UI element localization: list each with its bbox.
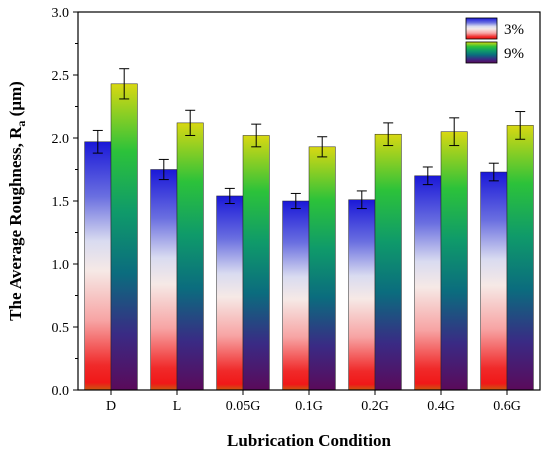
legend: 3% 9% xyxy=(465,17,524,64)
legend-swatch-9 xyxy=(465,41,498,64)
bar-9-L xyxy=(176,122,204,391)
x-tick-label: L xyxy=(173,399,182,414)
legend-swatch-3 xyxy=(465,17,498,40)
bar-3-0.4G xyxy=(414,175,442,391)
y-tick-label: 2.0 xyxy=(52,132,70,147)
y-tick-label: 2.5 xyxy=(52,69,70,84)
bar-3-L xyxy=(150,169,178,391)
bar-9-0.6G xyxy=(506,125,534,391)
bar-3-0.6G xyxy=(480,171,508,391)
x-tick-label: 0.05G xyxy=(226,399,261,414)
x-axis: D L 0.05G 0.1G 0.2G 0.4G 0.6G xyxy=(106,390,521,414)
x-tick-label: D xyxy=(106,399,116,414)
y-axis-title: The Average Roughness, Ra (μm) xyxy=(6,81,28,321)
bar-9-D xyxy=(110,83,138,391)
y-tick-label: 3.0 xyxy=(52,6,70,21)
y-axis-title-subscript: a xyxy=(14,121,28,127)
bar-9-0.1G xyxy=(308,146,336,391)
bar-3-0.2G xyxy=(348,199,376,391)
y-tick-label: 1.0 xyxy=(52,258,70,273)
bar-3-0.1G xyxy=(282,200,310,391)
bar-9-0.4G xyxy=(440,131,468,391)
y-tick-label: 1.5 xyxy=(52,195,70,210)
bar-9-0.2G xyxy=(374,133,402,391)
bar-3-0.05G xyxy=(216,195,244,391)
y-axis-title-unit: (μm) xyxy=(6,81,25,120)
x-axis-title: Lubrication Condition xyxy=(227,431,391,450)
x-tick-label: 0.1G xyxy=(295,399,323,414)
legend-label-9: 9% xyxy=(504,46,524,62)
error-bars-group xyxy=(92,68,526,210)
x-tick-label: 0.2G xyxy=(361,399,389,414)
bar-3-D xyxy=(84,141,112,391)
x-tick-label: 0.6G xyxy=(493,399,521,414)
y-tick-label: 0.0 xyxy=(52,384,70,399)
legend-label-3: 3% xyxy=(504,22,524,38)
bars-group xyxy=(84,83,534,391)
y-tick-label: 0.5 xyxy=(52,321,70,336)
x-tick-label: 0.4G xyxy=(427,399,455,414)
y-axis: 0.0 0.5 1.0 1.5 2.0 2.5 3.0 xyxy=(52,6,78,399)
bar-9-0.05G xyxy=(242,135,270,391)
